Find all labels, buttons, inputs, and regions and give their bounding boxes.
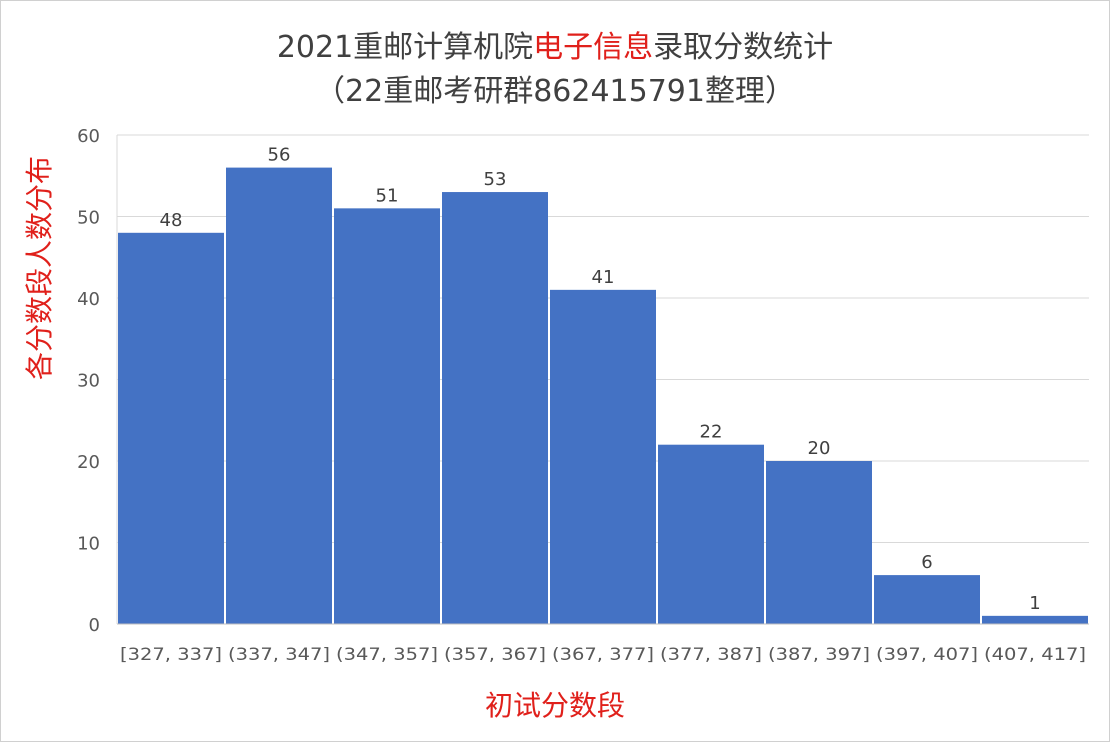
x-tick-label: (407, 417] [984,645,1086,665]
y-tick-label: 0 [89,615,100,636]
y-tick-label: 60 [77,126,100,147]
x-tick-label: [327, 337] [120,645,222,665]
title-part2: 录取分数统计 [653,30,834,65]
y-tick-label: 50 [77,208,100,229]
chart-subtitle: （22重邮考研群862415791整理） [315,74,795,109]
data-label: 20 [808,438,831,459]
bar [766,461,872,624]
x-tick-label: (377, 387] [660,645,762,665]
data-label: 53 [484,169,507,190]
data-label: 51 [376,185,399,206]
data-label: 41 [592,267,615,288]
x-tick-label: (337, 347] [228,645,330,665]
data-label: 1 [1029,593,1040,614]
x-tick-label: (367, 377] [552,645,654,665]
data-label: 48 [160,210,183,231]
chart-title: 2021重邮计算机院电子信息录取分数统计 [0,22,1110,66]
y-tick-label: 20 [77,452,100,473]
bar [118,232,224,625]
data-label: 22 [700,422,723,443]
bar [226,167,332,624]
title-highlight: 电子信息 [533,30,654,65]
data-label: 6 [921,552,932,573]
x-tick-label: (347, 357] [336,645,438,665]
bar [658,444,764,624]
y-tick-label: 40 [77,289,100,310]
bar [334,208,440,624]
y-tick-label: 30 [77,371,100,392]
bar [442,192,548,625]
title-part1: 2021重邮计算机院 [276,30,534,65]
bar [550,289,656,624]
bar [982,615,1088,624]
x-axis-label: 初试分数段 [484,689,625,722]
y-tick-label: 10 [77,534,100,555]
data-label: 56 [268,145,291,166]
x-tick-label: (387, 397] [768,645,870,665]
x-tick-label: (397, 407] [876,645,978,665]
x-tick-label: (357, 367] [444,645,546,665]
bar [874,575,980,624]
